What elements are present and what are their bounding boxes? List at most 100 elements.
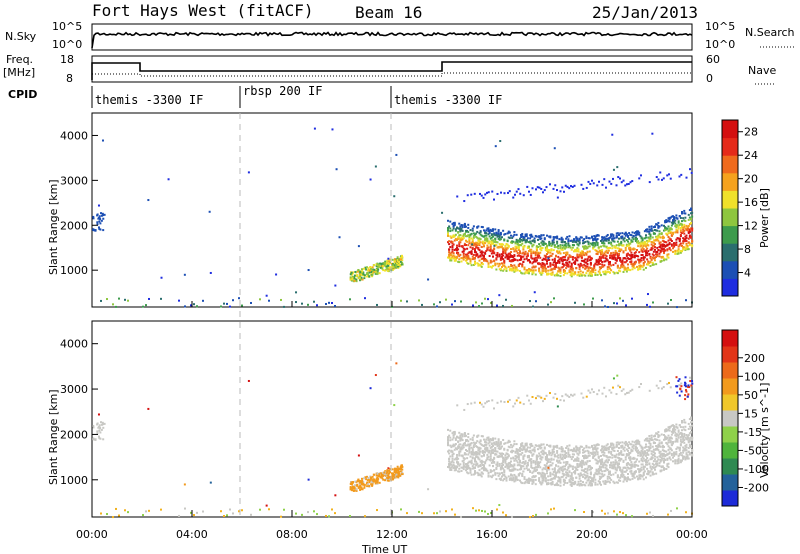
echo-cell xyxy=(613,240,616,243)
echo-cell xyxy=(625,453,628,456)
echo-cell xyxy=(516,259,519,262)
echo-cell xyxy=(502,264,505,267)
echo-cell xyxy=(573,239,575,242)
echo-cell xyxy=(530,451,533,454)
echo-cell xyxy=(360,486,363,489)
echo-cell xyxy=(638,468,641,471)
echo-cell xyxy=(460,224,463,227)
echo-cell xyxy=(519,240,521,243)
echo-cell xyxy=(459,443,462,446)
echo-cell xyxy=(616,232,619,235)
echo-cell xyxy=(625,259,628,262)
echo-cell xyxy=(589,466,592,469)
echo-cell xyxy=(646,293,649,296)
nsky-tick-bottom: 10^0 xyxy=(52,38,82,51)
echo-cell xyxy=(349,276,352,279)
echo-cell xyxy=(511,236,514,239)
echo-cell xyxy=(655,445,658,448)
echo-cell xyxy=(534,475,537,478)
echo-cell xyxy=(532,305,534,308)
echo-cell xyxy=(513,258,516,261)
echo-cell xyxy=(349,487,352,490)
echo-cell xyxy=(549,254,552,257)
echo-cell xyxy=(591,484,593,487)
echo-cell xyxy=(639,475,642,478)
echo-cell xyxy=(634,449,637,452)
echo-cell xyxy=(683,238,686,241)
echo-cell xyxy=(492,465,494,468)
echo-cell xyxy=(618,457,620,460)
echo-cell xyxy=(421,512,423,515)
echo-cell xyxy=(580,250,583,253)
echo-cell xyxy=(459,230,462,233)
echo-cell xyxy=(621,471,624,474)
echo-cell xyxy=(504,232,507,235)
echo-cell xyxy=(386,469,389,472)
echo-cell xyxy=(686,246,689,249)
echo-cell xyxy=(517,244,520,247)
echo-cell xyxy=(670,244,673,247)
echo-cell xyxy=(683,246,686,249)
echo-cell xyxy=(648,448,651,451)
echo-cell xyxy=(612,237,615,240)
echo-cell xyxy=(505,479,508,482)
echo-cell xyxy=(475,455,478,458)
echo-cell xyxy=(654,438,656,441)
echo-cell xyxy=(460,228,463,231)
echo-cell xyxy=(102,426,105,429)
echo-cell xyxy=(564,479,566,482)
echo-cell xyxy=(583,447,586,450)
echo-cell xyxy=(515,268,518,271)
echo-cell xyxy=(456,244,458,247)
echo-cell xyxy=(663,259,665,262)
echo-cell xyxy=(496,444,499,447)
y-tick-label: 4000 xyxy=(60,129,88,142)
echo-cell xyxy=(663,236,665,239)
echo-cell xyxy=(453,458,456,461)
echo-cell xyxy=(494,473,497,476)
echo-cell xyxy=(468,443,471,446)
echo-cell xyxy=(657,239,660,242)
echo-cell xyxy=(619,297,621,300)
echo-cell xyxy=(656,456,659,459)
echo-cell xyxy=(631,248,634,251)
echo-cell xyxy=(624,184,627,187)
echo-cell xyxy=(571,269,574,272)
echo-cell xyxy=(600,454,602,457)
echo-cell xyxy=(600,252,602,255)
echo-cell xyxy=(561,244,564,247)
echo-cell xyxy=(481,509,483,512)
echo-cell xyxy=(642,466,645,469)
echo-cell xyxy=(487,227,490,230)
echo-cell xyxy=(360,477,363,480)
echo-cell xyxy=(490,451,493,454)
echo-cell xyxy=(654,225,656,228)
echo-cell xyxy=(543,189,546,192)
echo-cell xyxy=(476,451,479,454)
cpid-label: CPID xyxy=(8,88,37,101)
echo-cell xyxy=(520,481,523,484)
echo-cell xyxy=(586,263,589,266)
echo-cell xyxy=(682,230,685,233)
echo-cell xyxy=(657,235,660,238)
echo-cell xyxy=(651,454,654,457)
echo-cell xyxy=(576,247,579,250)
echo-cell xyxy=(519,446,521,449)
echo-cell xyxy=(628,237,631,240)
beam-label: Beam 16 xyxy=(355,3,422,22)
echo-cell xyxy=(546,472,548,475)
echo-cell xyxy=(519,464,521,467)
echo-cell xyxy=(386,470,389,473)
echo-cell xyxy=(647,260,650,263)
echo-cell xyxy=(583,303,585,306)
echo-cell xyxy=(560,447,563,450)
echo-cell xyxy=(623,257,626,260)
echo-cell xyxy=(565,476,568,479)
echo-cell xyxy=(637,233,640,236)
echo-cell xyxy=(654,468,656,471)
echo-cell xyxy=(559,456,562,459)
echo-cell xyxy=(504,475,507,478)
echo-cell xyxy=(520,234,523,237)
echo-cell xyxy=(556,444,559,447)
echo-cell xyxy=(490,301,492,304)
